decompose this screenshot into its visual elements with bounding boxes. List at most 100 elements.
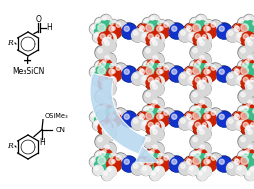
- Circle shape: [153, 166, 165, 177]
- Circle shape: [164, 156, 168, 160]
- Circle shape: [97, 103, 113, 119]
- Circle shape: [156, 20, 166, 30]
- Circle shape: [241, 137, 245, 142]
- Circle shape: [241, 32, 254, 46]
- Circle shape: [104, 127, 107, 130]
- Circle shape: [243, 106, 248, 111]
- Circle shape: [240, 31, 254, 47]
- Circle shape: [246, 150, 249, 153]
- Circle shape: [243, 34, 248, 39]
- Circle shape: [150, 80, 160, 90]
- Circle shape: [205, 158, 215, 168]
- Circle shape: [95, 135, 109, 149]
- Circle shape: [143, 34, 146, 37]
- Circle shape: [187, 26, 190, 29]
- Circle shape: [231, 66, 247, 82]
- Circle shape: [198, 143, 211, 156]
- Circle shape: [203, 78, 206, 81]
- Circle shape: [227, 29, 240, 42]
- Circle shape: [187, 114, 190, 117]
- Circle shape: [157, 159, 162, 164]
- Circle shape: [142, 150, 153, 161]
- Circle shape: [162, 154, 175, 167]
- Circle shape: [150, 38, 164, 52]
- Circle shape: [189, 21, 212, 43]
- Circle shape: [113, 63, 127, 77]
- Circle shape: [133, 74, 138, 78]
- Circle shape: [246, 54, 254, 67]
- Circle shape: [138, 157, 148, 167]
- Circle shape: [103, 60, 106, 63]
- Circle shape: [112, 70, 115, 73]
- Circle shape: [226, 71, 240, 85]
- Circle shape: [236, 62, 254, 86]
- Circle shape: [239, 90, 252, 103]
- Circle shape: [193, 112, 200, 119]
- Circle shape: [158, 25, 168, 35]
- Circle shape: [151, 17, 154, 20]
- Circle shape: [203, 153, 213, 163]
- Circle shape: [228, 119, 233, 123]
- Circle shape: [121, 156, 137, 172]
- Text: OSiMe₃: OSiMe₃: [45, 113, 69, 119]
- Circle shape: [216, 111, 232, 127]
- Circle shape: [168, 156, 184, 172]
- Circle shape: [101, 15, 111, 25]
- Circle shape: [232, 112, 244, 122]
- Circle shape: [251, 108, 254, 118]
- Circle shape: [139, 69, 145, 74]
- Circle shape: [105, 33, 117, 43]
- Circle shape: [100, 122, 105, 127]
- Circle shape: [195, 34, 200, 39]
- Circle shape: [245, 97, 254, 111]
- Circle shape: [151, 150, 154, 153]
- Circle shape: [138, 24, 148, 34]
- Circle shape: [97, 74, 113, 90]
- Circle shape: [204, 157, 215, 169]
- Circle shape: [192, 63, 195, 66]
- Circle shape: [178, 116, 192, 130]
- Circle shape: [232, 67, 247, 82]
- Circle shape: [101, 15, 112, 26]
- Circle shape: [102, 38, 116, 52]
- Circle shape: [238, 90, 252, 104]
- Circle shape: [160, 160, 163, 163]
- Circle shape: [142, 18, 153, 29]
- Circle shape: [245, 36, 254, 47]
- Circle shape: [195, 106, 200, 111]
- Circle shape: [168, 66, 184, 82]
- Circle shape: [240, 108, 243, 111]
- Circle shape: [202, 153, 214, 163]
- Circle shape: [92, 74, 103, 85]
- Circle shape: [205, 65, 208, 68]
- Circle shape: [248, 75, 254, 87]
- Circle shape: [153, 111, 169, 127]
- Circle shape: [207, 160, 210, 163]
- Circle shape: [132, 29, 145, 42]
- Circle shape: [103, 105, 106, 108]
- Circle shape: [200, 56, 204, 60]
- Circle shape: [142, 64, 165, 86]
- Circle shape: [236, 32, 246, 42]
- Circle shape: [227, 117, 240, 130]
- Circle shape: [92, 119, 103, 130]
- Circle shape: [237, 64, 254, 86]
- Circle shape: [192, 119, 208, 135]
- Circle shape: [189, 108, 212, 131]
- Circle shape: [197, 127, 211, 141]
- Circle shape: [105, 85, 109, 89]
- Circle shape: [152, 172, 155, 175]
- Circle shape: [179, 117, 192, 130]
- Circle shape: [102, 53, 116, 67]
- Circle shape: [137, 67, 152, 82]
- Circle shape: [246, 128, 254, 141]
- Circle shape: [236, 120, 246, 130]
- Circle shape: [98, 104, 113, 119]
- Circle shape: [156, 123, 159, 126]
- Circle shape: [156, 153, 166, 163]
- Circle shape: [197, 80, 208, 91]
- Circle shape: [234, 114, 240, 119]
- Circle shape: [209, 21, 222, 34]
- Circle shape: [235, 26, 238, 29]
- Circle shape: [169, 24, 184, 39]
